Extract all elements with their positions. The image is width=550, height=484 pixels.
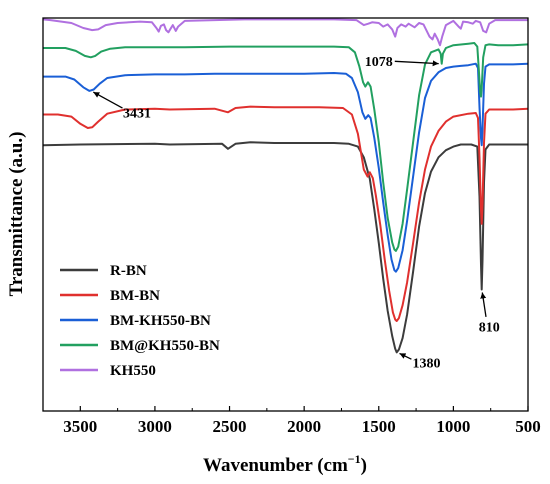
x-tick-label: 2500 (213, 417, 247, 436)
x-axis-title: Wavenumber (cm−1) (203, 452, 367, 476)
x-tick-label: 3500 (63, 417, 97, 436)
series-line-4 (42, 18, 528, 47)
legend: R-BN BM-BN BM-KH550-BN BM@KH550-BN KH550 (60, 263, 220, 379)
x-axis-title-sup: −1 (348, 452, 361, 466)
x-tick-label: 3000 (138, 417, 172, 436)
series-line-1 (43, 105, 529, 322)
series-line-2 (43, 62, 529, 273)
x-axis-title-main: Wavenumber (cm (203, 455, 348, 476)
annotation-label-3431: 3431 (123, 106, 151, 121)
x-tick-label: 500 (515, 417, 541, 436)
legend-label-0: R-BN (110, 263, 147, 279)
annotation-label-1380: 1380 (413, 356, 441, 371)
x-axis-ticks: 3500 3000 2500 2000 1500 1000 500 (42, 406, 541, 436)
legend-label-3: BM@KH550-BN (110, 338, 220, 354)
series-line-3 (43, 42, 529, 252)
spectra-curves (42, 18, 529, 354)
annotation-arrow-810 (480, 292, 487, 317)
legend-label-4: KH550 (110, 363, 156, 379)
x-tick-label: 1500 (362, 417, 396, 436)
legend-label-1: BM-BN (110, 288, 160, 304)
plot-frame (42, 17, 529, 412)
x-tick-label: 2000 (287, 417, 321, 436)
annotation-arrow-1078 (394, 60, 439, 67)
annotation-label-1078: 1078 (365, 55, 393, 70)
y-axis-title: Transmittance (a.u.) (6, 132, 27, 297)
peak-annotations: 3431 1078 1380 810 (92, 55, 500, 371)
legend-label-2: BM-KH550-BN (110, 313, 211, 329)
x-axis-title-close: ) (361, 455, 367, 476)
annotation-arrow-3431 (92, 91, 123, 109)
annotation-arrow-1380 (399, 352, 412, 360)
annotation-label-810: 810 (479, 321, 500, 336)
series-line-0 (42, 141, 528, 354)
x-tick-label: 1000 (436, 417, 470, 436)
